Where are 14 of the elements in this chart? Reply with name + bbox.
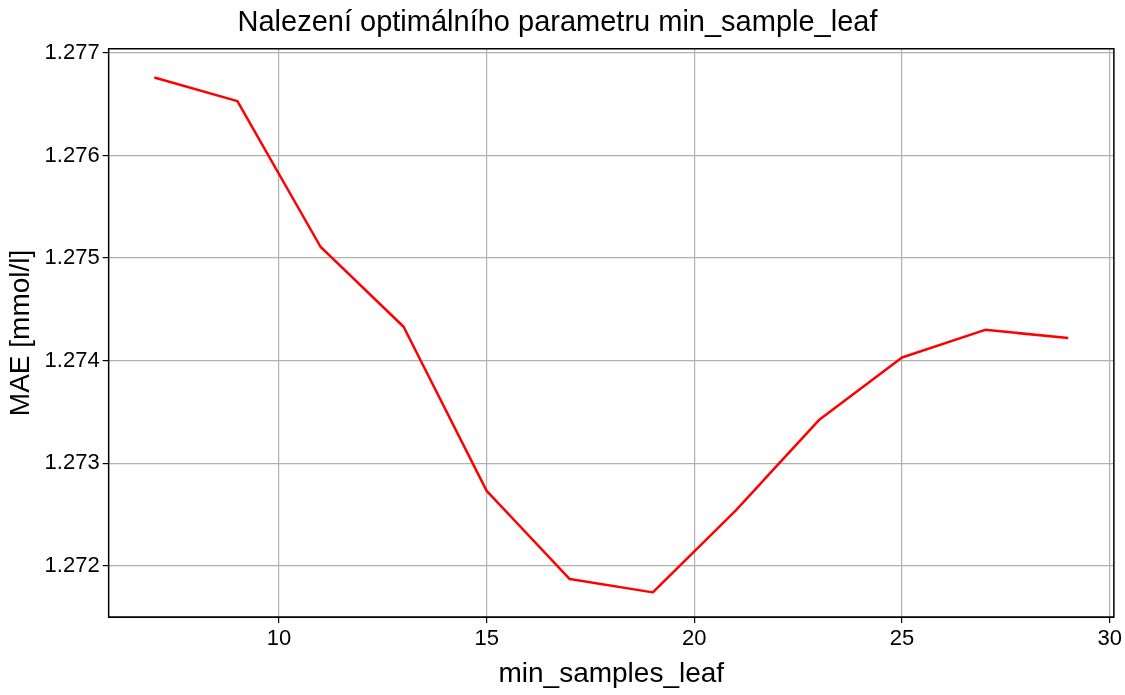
x-tick-label: 10 — [266, 625, 292, 651]
chart-title: Nalezení optimálního parametru min_sample_leaf — [237, 5, 879, 38]
x-tick-label: 30 — [1097, 625, 1122, 651]
y-tick-label: 1.276 — [44, 141, 100, 167]
y-tick-label: 1.273 — [44, 449, 100, 475]
y-tick-label: 1.275 — [44, 244, 100, 270]
x-tick-label: 20 — [682, 625, 707, 651]
y-axis-title: MAE [mmol/l] — [3, 249, 35, 417]
x-tick-label: 15 — [474, 625, 499, 651]
y-tick-label: 1.274 — [44, 346, 100, 372]
x-axis-title: min_samples_leaf — [498, 656, 725, 688]
x-tick-label: 25 — [889, 625, 915, 651]
y-tick-label: 1.272 — [44, 551, 100, 577]
y-tick-label: 1.277 — [44, 38, 100, 64]
